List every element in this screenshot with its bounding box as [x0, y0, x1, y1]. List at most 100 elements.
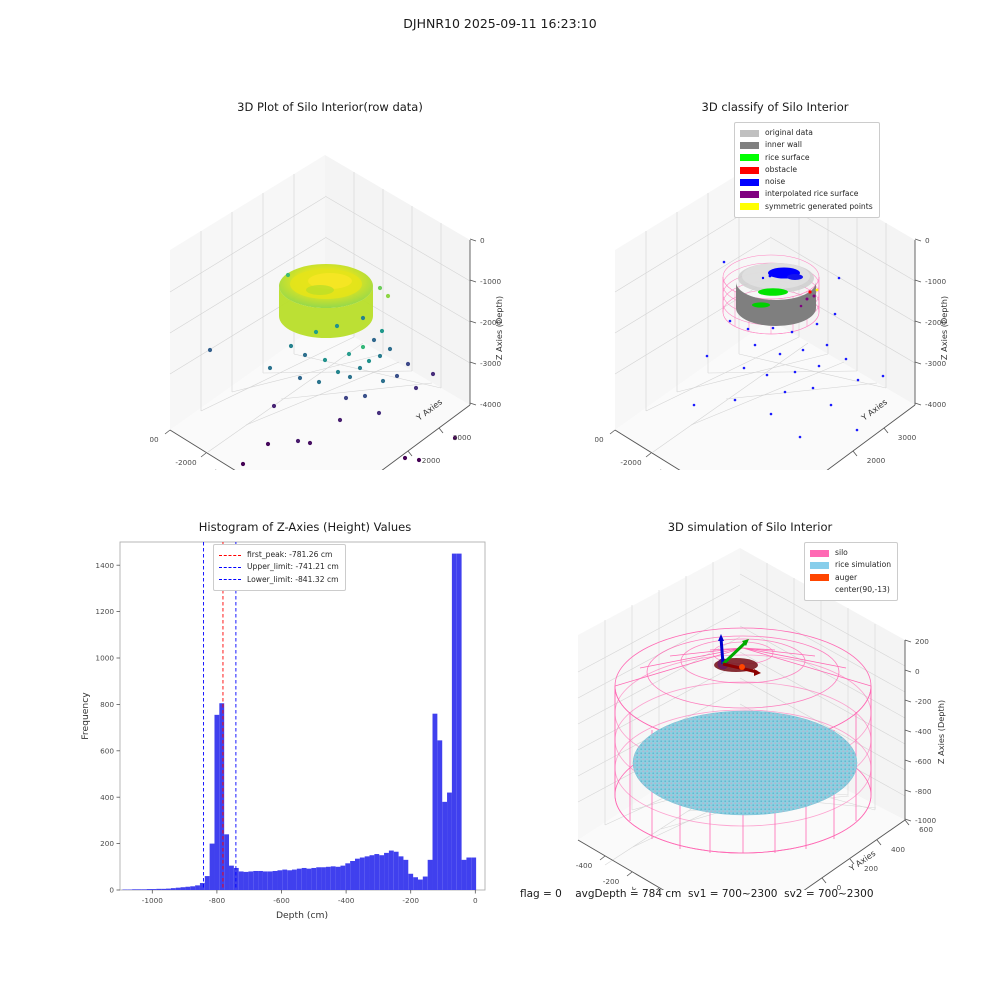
- sim-3d-axes[interactable]: 200 0 -200 -400 -600 -800 -1000 Z Axies …: [560, 520, 960, 890]
- legend-swatch-icon: [740, 129, 759, 137]
- svg-text:-800: -800: [915, 787, 932, 796]
- legend-item-noise: noise: [740, 176, 873, 188]
- histogram-bar: [432, 713, 438, 890]
- histogram-xlabel: Depth (cm): [276, 910, 328, 920]
- svg-text:-3000: -3000: [925, 359, 947, 368]
- svg-text:-4000: -4000: [925, 400, 947, 409]
- legend-label: rice surface: [765, 152, 810, 162]
- histogram-bar: [330, 866, 336, 890]
- legend-label: first_peak: -781.26 cm: [247, 550, 333, 559]
- svg-text:3000: 3000: [453, 433, 472, 442]
- histogram-bar: [403, 859, 409, 890]
- svg-text:-2000: -2000: [175, 458, 197, 467]
- legend-item-lower-limit: Lower_limit: -841.32 cm: [219, 574, 339, 586]
- histogram-bar: [408, 873, 414, 890]
- histogram-bar: [204, 876, 210, 890]
- svg-text:-2000: -2000: [620, 458, 642, 467]
- svg-text:-3000: -3000: [595, 435, 604, 444]
- histogram-yticks: 0 200 400 600 800 1000 1200 1400: [95, 561, 120, 895]
- histogram-bar: [417, 879, 423, 890]
- histogram-bar: [398, 856, 404, 890]
- svg-text:-1000: -1000: [925, 277, 947, 286]
- histogram-bar: [325, 866, 331, 890]
- histogram-bar: [199, 883, 205, 890]
- histogram-ylabel: Frequency: [80, 692, 91, 740]
- legend-swatch-icon: [740, 166, 759, 174]
- histogram-bar: [272, 870, 278, 890]
- histogram-ytick-label: 600: [100, 746, 114, 755]
- histogram-bar: [262, 871, 268, 890]
- svg-text:-3000: -3000: [150, 435, 159, 444]
- histogram-bar: [301, 867, 307, 890]
- svg-text:0: 0: [915, 667, 920, 676]
- histogram-ytick-label: 0: [109, 886, 114, 895]
- histogram-bar: [359, 857, 365, 890]
- histogram-bar: [354, 858, 360, 890]
- histogram-bar: [219, 703, 225, 890]
- svg-text:600: 600: [919, 825, 933, 834]
- legend-swatch-icon: [810, 549, 829, 557]
- dashed-line-icon: [219, 554, 241, 556]
- legend-swatch-icon: [810, 561, 829, 569]
- legend-label: rice simulation: [835, 560, 892, 570]
- histogram-bar: [335, 866, 341, 890]
- svg-text:-3000: -3000: [480, 359, 502, 368]
- histogram-bar: [253, 870, 259, 890]
- histogram-bar: [151, 889, 157, 890]
- histogram-bar: [190, 886, 196, 890]
- svg-text:-1000: -1000: [915, 816, 937, 825]
- histogram-xtick-label: 0: [473, 896, 478, 905]
- sim-3d-zticks: 200 0 -200 -400 -600 -800 -1000 Z Axies …: [904, 637, 946, 825]
- legend-item-rice-simulation: rice simulation: [810, 559, 891, 571]
- svg-text:-400: -400: [915, 727, 932, 736]
- histogram-bar: [456, 553, 462, 890]
- histogram-bar: [267, 871, 273, 890]
- raw-3d-zticks: 0 -1000 -2000 -3000 -4000 Z Axies (Depth…: [469, 236, 504, 409]
- histogram-xticks: -1000 -800 -600 -400 -200 0: [142, 890, 478, 905]
- legend-swatch-icon: [740, 141, 759, 149]
- raw-3d-spines: [169, 240, 471, 470]
- histogram-bar: [374, 854, 380, 890]
- histogram-bar: [141, 889, 147, 890]
- histogram-xtick-label: -1000: [142, 896, 164, 905]
- sim-3d-legend: silo rice simulation auger center(90,-13…: [804, 542, 899, 602]
- histogram-bar: [422, 876, 428, 890]
- legend-swatch-icon: [740, 178, 759, 186]
- legend-swatch-icon: [740, 203, 759, 211]
- legend-label: original data: [765, 128, 813, 137]
- histogram-ytick-label: 800: [100, 700, 114, 709]
- histogram-bar: [350, 861, 355, 890]
- histogram-bar: [146, 889, 152, 890]
- legend-swatch-icon: [740, 191, 759, 199]
- svg-text:-400: -400: [576, 861, 593, 870]
- histogram-threshold-lines: [203, 542, 237, 890]
- histogram-bar: [345, 863, 351, 890]
- histogram-bar: [243, 871, 249, 890]
- histogram-bar: [136, 889, 142, 890]
- svg-text:-2000: -2000: [925, 318, 947, 327]
- svg-text:200: 200: [864, 864, 878, 873]
- histogram-bar: [292, 869, 297, 890]
- histogram-bar: [238, 871, 244, 890]
- histogram-xtick-label: -600: [273, 896, 290, 905]
- histogram-bar: [364, 856, 370, 890]
- raw-3d-axes[interactable]: 0 -1000 -2000 -3000 -4000 Z Axies (Depth…: [150, 100, 510, 470]
- svg-text:-2000: -2000: [480, 318, 502, 327]
- footer-status-text: flag = 0 avgDepth = 784 cm sv1 = 700~230…: [520, 888, 874, 900]
- histogram-bar: [296, 868, 302, 890]
- histogram-bar: [393, 851, 399, 890]
- svg-text:-200: -200: [603, 877, 620, 886]
- dashed-line-icon: [219, 579, 241, 581]
- histogram-bar: [195, 885, 200, 890]
- histogram-bar: [413, 877, 418, 890]
- histogram-bar: [214, 714, 220, 890]
- classify-3d-axes[interactable]: 0 -1000 -2000 -3000 -4000 Z Axies (Depth…: [595, 100, 955, 470]
- histogram-bar: [229, 865, 234, 890]
- svg-text:0: 0: [925, 236, 930, 245]
- classify-3d-zlabel: Z Axies (Depth): [939, 296, 949, 360]
- histogram-bar: [180, 887, 186, 890]
- panel-classify-3d-plot: 3D classify of Silo Interior: [595, 100, 955, 470]
- histogram-bar: [248, 871, 254, 890]
